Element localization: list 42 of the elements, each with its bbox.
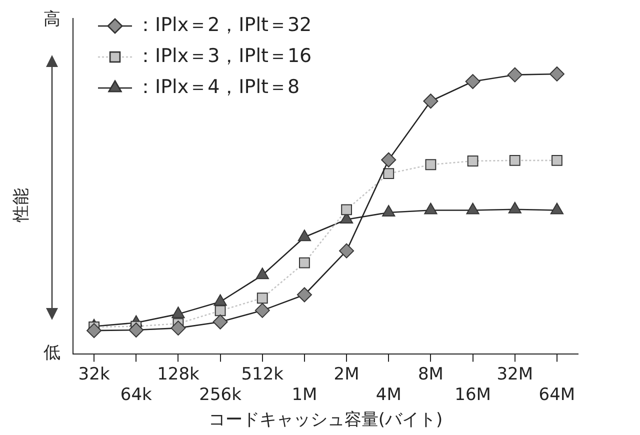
- legend-label: ：IPlx＝3，IPlt＝16: [136, 44, 312, 67]
- point: [172, 306, 185, 318]
- point: [381, 152, 396, 168]
- point: [465, 74, 480, 90]
- point: [341, 204, 352, 216]
- x-tick-label: 512k: [241, 364, 284, 384]
- x-tick-label: 32M: [496, 364, 534, 384]
- point: [425, 159, 436, 170]
- point: [339, 243, 354, 258]
- point: [212, 314, 228, 330]
- point: [423, 94, 438, 109]
- point: [549, 66, 564, 82]
- point: [170, 320, 186, 336]
- x-tick-label: 128k: [157, 364, 200, 384]
- point: [298, 230, 312, 242]
- point: [552, 154, 562, 166]
- x-tick-label: 64M: [538, 384, 576, 405]
- point: [254, 302, 270, 318]
- point: [467, 156, 478, 166]
- x-tick-label: 32k: [78, 364, 110, 384]
- legend-label: ：IPlx＝2，IPlt＝32: [136, 14, 312, 36]
- x-tick-label: 4M: [376, 384, 402, 405]
- x-tick-label: 64k: [120, 384, 152, 405]
- point: [296, 287, 312, 302]
- x-tick-label: 8M: [418, 364, 444, 384]
- x-tick-label: 16M: [454, 384, 491, 405]
- point: [383, 168, 394, 180]
- x-tick-label: 1M: [292, 384, 318, 405]
- text: 低: [44, 343, 60, 364]
- x-axis-title: コードキャッシュ容量(バイト): [208, 410, 443, 430]
- point: [507, 67, 522, 82]
- x-tick-label: 256k: [199, 384, 242, 405]
- point: [128, 322, 144, 338]
- point: [509, 154, 520, 166]
- point: [256, 292, 268, 304]
- legend-label: ：IPlx＝4，IPlt＝8: [136, 76, 300, 98]
- point: [86, 323, 102, 338]
- y-axis-title: 性能: [11, 188, 32, 223]
- text: 高: [44, 9, 60, 30]
- x-tick-label: 2M: [334, 364, 360, 384]
- point: [214, 305, 226, 316]
- point: [299, 257, 310, 268]
